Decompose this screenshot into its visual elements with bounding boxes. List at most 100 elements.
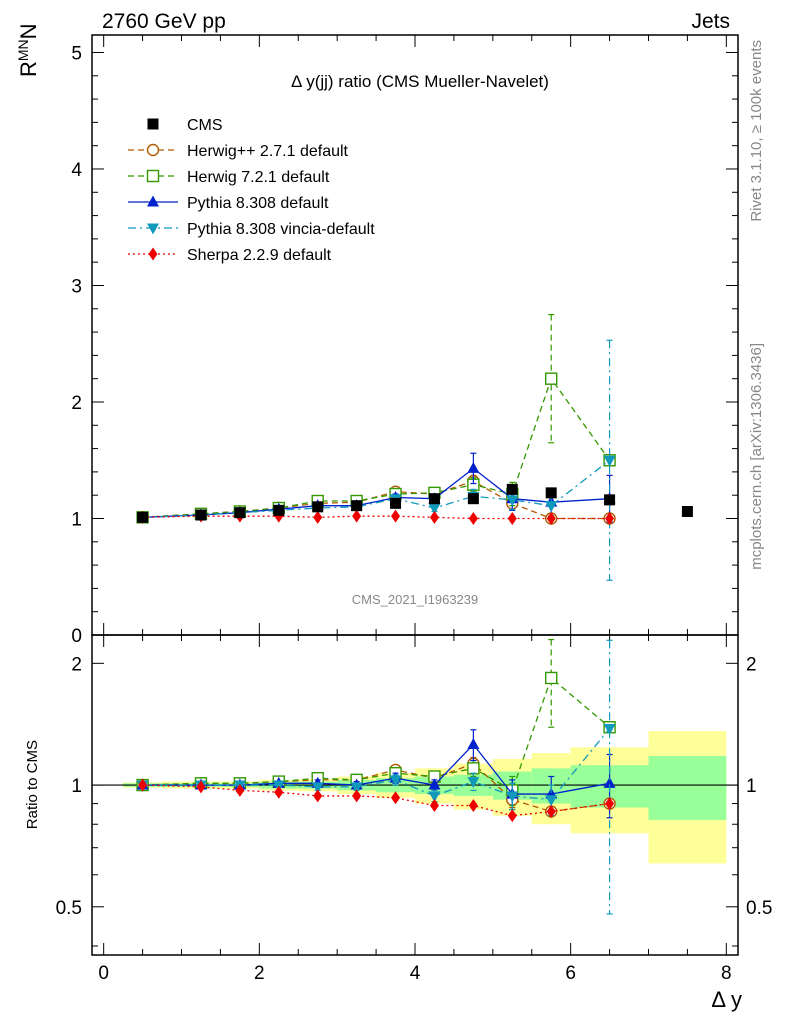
main-sherpa-point: [507, 511, 517, 525]
ratio-series-sherpa: [138, 778, 615, 823]
ratio-vincia-point: [506, 791, 519, 803]
main-sherpa-line: [142, 515, 610, 520]
main-vincia-point: [603, 455, 616, 467]
main-herwig7-line: [142, 377, 611, 518]
x-tick-label: 2: [254, 963, 265, 984]
main-sherpa-point: [546, 511, 556, 525]
main-sherpa-point: [352, 509, 362, 523]
y-tick-label: 1: [71, 509, 82, 530]
ratio-sherpa-point: [352, 789, 362, 803]
ratio-sherpa-point: [605, 797, 615, 811]
main-vincia-point: [428, 503, 441, 515]
legend-label-pythia: Pythia 8.308 default: [187, 195, 329, 212]
header-left: 2760 GeV pp: [102, 10, 226, 33]
ratio-y-tick-label: 0.5: [56, 898, 82, 919]
main-sherpa-point: [429, 510, 439, 524]
mcplots-label: mcplots.cern.ch [arXiv:1306.3436]: [748, 343, 765, 570]
main-sherpa-point: [313, 510, 323, 524]
ratio-y-tick-label: 1: [71, 776, 82, 797]
ratio-sherpa-point: [138, 778, 148, 792]
ratio-herwig7-line: [142, 676, 610, 792]
ratio-sherpa-point: [235, 783, 245, 797]
main-vincia-line: [142, 459, 610, 518]
main-herwig7-point: [545, 372, 558, 385]
x-tick-label: 6: [565, 963, 576, 984]
ratio-vincia-point: [389, 775, 402, 787]
y-tick-label: 2: [71, 393, 82, 414]
legend-label-cms: CMS: [187, 117, 223, 134]
y-tick-label: 5: [71, 43, 82, 64]
ratio-sherpa-line: [142, 784, 610, 817]
main-series-sherpa: [138, 509, 615, 525]
legend-label-herwig7: Herwig 7.2.1 default: [187, 169, 330, 186]
main-series-pythia: [136, 452, 616, 523]
main-cms-point: [351, 500, 363, 512]
watermark: CMS_2021_I1963239: [352, 592, 479, 607]
main-cms-point: [604, 494, 616, 506]
ratio-y-tick-label-right: 0.5: [746, 898, 772, 919]
ratio-herwig7-point: [467, 762, 480, 775]
main-vincia-point: [545, 501, 558, 513]
main-cms-point: [234, 507, 246, 519]
ratio-sherpa-point: [468, 799, 478, 813]
main-cms-point: [137, 511, 149, 523]
ratio-pythia-point: [428, 778, 441, 790]
ratio-sherpa-point: [274, 785, 284, 799]
ratio-vincia-line: [142, 728, 611, 801]
ratio-y-tick-label-right: 1: [746, 776, 757, 797]
main-pythia-point: [467, 461, 480, 473]
y-tick-label: 4: [71, 160, 82, 181]
x-axis-label: Δ y: [711, 987, 742, 1012]
header-right: Jets: [691, 10, 730, 33]
ratio-sherpa-point: [507, 809, 517, 823]
main-cms-point: [195, 509, 207, 521]
main-cms-point: [428, 493, 440, 505]
ratio-pythia-point: [467, 737, 480, 749]
main-series-cms: [137, 483, 693, 523]
y-tick-label: 3: [71, 276, 82, 297]
main-cms-point: [681, 506, 693, 518]
y-tick-label: 0: [71, 626, 82, 647]
main-cms-point: [545, 487, 557, 499]
ratio-vincia-point: [311, 782, 324, 794]
y-axis-label-ratio: Ratio to CMS: [24, 740, 41, 829]
data-series: [136, 314, 693, 915]
legend-marker-vincia: [147, 223, 159, 235]
x-tick-label: 4: [410, 963, 421, 984]
band-inner: [648, 755, 727, 820]
main-sherpa-point: [468, 511, 478, 525]
legend-marker-pythia: [147, 195, 159, 207]
main-sherpa-point: [605, 511, 615, 525]
main-series-herwig7: [136, 314, 616, 524]
ratio-vincia-point: [545, 795, 558, 807]
ratio-vincia-point: [603, 723, 616, 735]
ratio-herwig7-point: [545, 671, 558, 685]
ratio-sherpa-point: [546, 805, 556, 819]
ratio-y-tick-label: 2: [71, 654, 82, 675]
main-sherpa-point: [391, 509, 401, 523]
x-tick-label: 0: [98, 963, 109, 984]
ratio-vincia-point: [428, 791, 441, 803]
legend-label-sherpa: Sherpa 2.2.9 default: [187, 247, 332, 264]
main-cms-point: [467, 493, 479, 505]
legend: CMS Herwig++ 2.7.1 default Herwig 7.2.1 de…: [128, 117, 375, 264]
main-cms-point: [506, 483, 518, 495]
ratio-pythia-point: [603, 776, 616, 788]
ratio-sherpa-point: [313, 789, 323, 803]
legend-marker-sherpa: [148, 247, 158, 261]
main-pythia-line: [142, 467, 610, 518]
ratio-uncertainty-bands: [123, 731, 727, 864]
ratio-sherpa-point: [429, 799, 439, 813]
ratio-vincia-point: [350, 782, 363, 794]
legend-marker-herwig7: [146, 169, 160, 183]
ratio-sherpa-point: [391, 791, 401, 805]
ratio-y-tick-label-right: 2: [746, 654, 757, 675]
legend-marker-cms: [147, 118, 159, 130]
main-cms-point: [390, 497, 402, 509]
main-vincia-point: [506, 495, 519, 507]
legend-marker-herwigpp: [146, 143, 160, 157]
main-series-vincia: [136, 339, 616, 581]
plot-title: Δ y(jj) ratio (CMS Mueller-Navelet): [291, 72, 549, 91]
main-cms-point: [273, 504, 285, 516]
x-tick-label: 8: [721, 963, 732, 984]
